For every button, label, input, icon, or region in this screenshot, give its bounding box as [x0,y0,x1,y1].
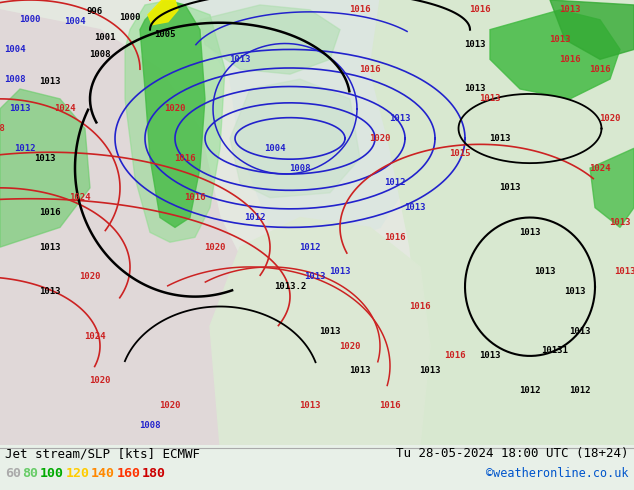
Polygon shape [0,10,280,445]
Polygon shape [590,148,634,227]
Text: 1016: 1016 [384,233,406,242]
Text: 1013: 1013 [10,104,31,113]
Text: 1012: 1012 [384,178,406,187]
Text: 1016: 1016 [174,154,196,163]
Text: 1024: 1024 [589,164,611,172]
Text: 1013: 1013 [549,35,571,44]
Text: 1008: 1008 [4,74,26,84]
Text: 1013: 1013 [299,401,321,410]
Text: 1020: 1020 [79,272,101,281]
Text: ©weatheronline.co.uk: ©weatheronline.co.uk [486,467,629,481]
Text: 1013: 1013 [489,134,511,143]
Text: 1020: 1020 [204,243,226,252]
Text: 1013: 1013 [569,327,591,336]
Text: 1016: 1016 [444,351,466,361]
Text: 1004: 1004 [264,144,286,153]
Text: 1016: 1016 [559,55,581,64]
Text: 1016: 1016 [469,5,491,14]
Text: Tu 28-05-2024 18:00 UTC (18+24): Tu 28-05-2024 18:00 UTC (18+24) [396,447,629,461]
Text: 1013: 1013 [464,84,486,94]
Polygon shape [230,79,360,198]
Text: 1013: 1013 [349,366,371,375]
Text: 1000: 1000 [119,13,141,23]
Text: 1013: 1013 [329,268,351,276]
Text: 60: 60 [5,467,21,481]
Text: 1013: 1013 [230,55,251,64]
Text: 1020: 1020 [89,376,111,385]
Polygon shape [148,0,178,24]
Text: 10131: 10131 [541,346,569,355]
Text: 180: 180 [142,467,166,481]
Text: 1012: 1012 [519,386,541,395]
Text: 1013: 1013 [464,40,486,49]
Text: 1005: 1005 [154,30,176,39]
Text: 1020: 1020 [164,104,186,113]
Text: 1020: 1020 [339,342,361,350]
Text: 1016: 1016 [379,401,401,410]
Text: 1012: 1012 [299,243,321,252]
Text: 140: 140 [91,467,115,481]
Text: 1013: 1013 [39,243,61,252]
Text: 1012: 1012 [244,213,266,222]
Text: 1015: 1015 [450,149,471,158]
Text: 1001: 1001 [94,33,116,42]
Text: 1013: 1013 [39,76,61,86]
Polygon shape [200,5,340,74]
Text: 1000: 1000 [19,15,41,24]
Polygon shape [0,89,90,247]
Text: 1004: 1004 [64,17,86,26]
Text: 1013: 1013 [519,228,541,237]
Polygon shape [210,218,430,445]
Polygon shape [490,10,620,99]
Polygon shape [370,0,634,445]
Text: 100: 100 [40,467,64,481]
Text: 1020: 1020 [599,114,621,123]
Text: 1016: 1016 [349,5,371,14]
Text: 1013: 1013 [534,268,556,276]
Text: 1013: 1013 [614,268,634,276]
Text: 1013.2: 1013.2 [274,282,306,291]
Text: 1016: 1016 [39,208,61,217]
Text: 1020: 1020 [369,134,391,143]
Text: 1013: 1013 [389,114,411,123]
Text: 1013: 1013 [39,287,61,296]
Text: 1013: 1013 [559,5,581,14]
Text: 1013: 1013 [499,183,521,193]
Text: 996: 996 [87,7,103,16]
Text: 1024: 1024 [69,193,91,202]
Text: 1008: 1008 [139,420,161,430]
Text: 1013: 1013 [304,272,326,281]
Text: 1013: 1013 [34,154,56,163]
Text: 160: 160 [117,467,140,481]
Text: 1013: 1013 [479,351,501,361]
Text: Jet stream/SLP [kts] ECMWF: Jet stream/SLP [kts] ECMWF [5,447,200,461]
Text: 120: 120 [65,467,89,481]
Text: 1013: 1013 [564,287,586,296]
Text: 1024: 1024 [55,104,75,113]
Text: 80: 80 [23,467,39,481]
Text: 1016: 1016 [589,65,611,74]
Text: 1013: 1013 [479,95,501,103]
Polygon shape [160,0,440,247]
Text: 1012: 1012 [14,144,36,153]
Text: 1012: 1012 [569,386,591,395]
Text: 1016: 1016 [184,193,206,202]
Text: 1013: 1013 [609,218,631,227]
Text: 1024: 1024 [84,332,106,341]
Polygon shape [125,0,225,242]
Text: 1016: 1016 [410,302,430,311]
Text: 1013: 1013 [419,366,441,375]
Text: 1004: 1004 [4,45,26,54]
Text: 1008: 1008 [289,164,311,172]
Text: 1013: 1013 [404,203,426,212]
Text: 1016: 1016 [359,65,381,74]
Polygon shape [550,0,634,59]
Text: 1008: 1008 [89,50,111,59]
Text: 1020: 1020 [159,401,181,410]
Text: 1013: 1013 [320,327,340,336]
Text: 28: 28 [0,124,5,133]
Polygon shape [140,0,205,227]
